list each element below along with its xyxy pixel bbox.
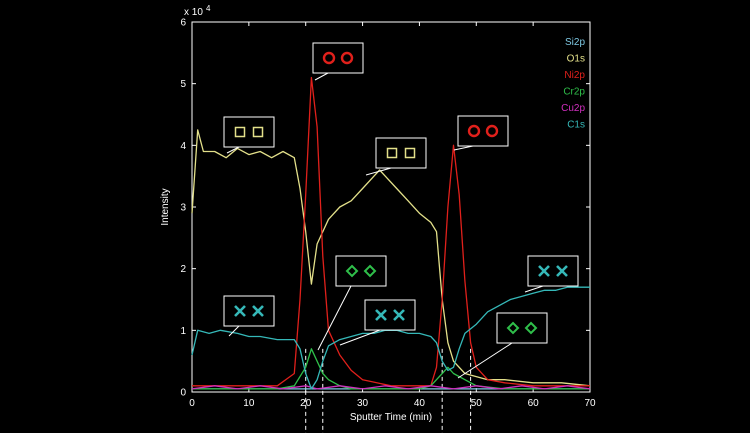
callout-marker-square-icon [404,147,416,159]
callout-bubble-c-1 [223,295,275,337]
callout-box [364,299,416,331]
callout-box [457,115,509,147]
callout-bubble-o-1 [223,116,275,154]
callout-bubble-cr-2 [457,312,548,379]
x-tick-label: 20 [300,398,312,409]
callout-pointer [314,72,329,81]
callout-pointer [228,325,240,337]
callout-box [335,255,387,287]
callout-marker-x-icon [375,309,387,321]
x-tick-label: 50 [471,398,483,409]
legend-entry-si2p: Si2p [565,37,585,48]
callout-box [223,116,275,148]
callout-bubble-ni-1 [312,42,364,81]
callout-box [375,137,427,169]
callout-bubble-ni-2 [453,115,509,151]
series-line-cu2p [191,385,591,390]
callout-marker-x-icon [538,265,550,277]
callout-bubble-c-3 [524,255,579,293]
y-tick-label: 3 [180,203,186,214]
legend-entry-ni2p: Ni2p [564,70,585,81]
axes: 0 10 20 30 40 50 60 70 0 1 2 3 4 5 6 [180,18,596,410]
y-tick-label: 6 [180,18,186,29]
y-multiplier-exponent: 4 [206,4,211,13]
callout-marker-square-icon [252,126,264,138]
callout-marker-square-icon [234,126,246,138]
callout-marker-circle-icon [322,51,336,65]
legend-entry-cu2p: Cu2p [561,103,585,114]
x-tick-label: 30 [357,398,369,409]
callout-bubble-o-2 [365,137,427,176]
callout-marker-x-icon [234,305,246,317]
callout-pointer [226,146,240,154]
x-axis-title: Sputter Time (min) [350,412,432,423]
callout-marker-diamond-icon [363,264,377,278]
callout-box [527,255,579,287]
callout-marker-circle-icon [485,124,499,138]
callout-pointer [317,285,352,351]
callout-pointer [365,167,392,176]
callout-marker-diamond-icon [506,321,520,335]
legend: Si2p O1s Ni2p Cr2p Cu2p C1s [561,37,585,131]
callout-marker-x-icon [393,309,405,321]
callout-marker-diamond-icon [345,264,359,278]
y-tick-label: 5 [180,79,186,90]
y-tick-label: 0 [180,388,186,399]
reference-lines [305,348,472,433]
x-tick-label: 0 [189,398,195,409]
callout-marker-x-icon [556,265,568,277]
y-tick-label: 2 [180,264,186,275]
callout-box [496,312,548,344]
legend-entry-cr2p: Cr2p [563,87,585,98]
callout-pointer [339,329,381,346]
callout-bubble-cr-1 [317,255,387,351]
callout-pointer [457,342,513,379]
y-multiplier-label: x 10 [184,7,203,18]
callout-marker-square-icon [386,147,398,159]
x-tick-label: 40 [414,398,426,409]
callout-bubble-c-2 [339,299,416,346]
legend-entry-o1s: O1s [567,54,585,65]
callout-pointer [453,145,474,151]
y-tick-label: 4 [180,141,186,152]
callout-box [223,295,275,327]
callout-pointer [524,285,544,293]
x-tick-label: 10 [243,398,255,409]
callout-marker-circle-icon [467,124,481,138]
callout-marker-diamond-icon [524,321,538,335]
annotation-bubbles [223,42,579,379]
x-tick-label: 60 [528,398,540,409]
y-axis-title: Intensity [160,188,171,225]
series-line-ni2p [192,76,590,387]
callout-marker-x-icon [252,305,264,317]
x-tick-label: 70 [584,398,596,409]
callout-box [312,42,364,74]
y-tick-label: 1 [180,326,186,337]
legend-entry-c1s: C1s [567,120,585,131]
callout-marker-circle-icon [340,51,354,65]
